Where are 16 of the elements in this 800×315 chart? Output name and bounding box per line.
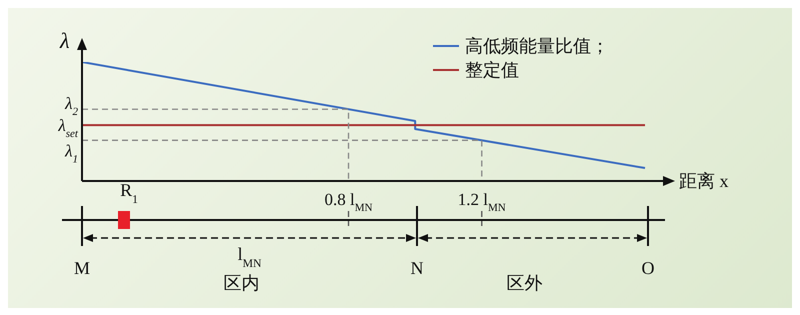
text: M (74, 258, 90, 278)
text: λ$_{2}$ (64, 94, 78, 118)
text: O (642, 258, 654, 278)
legend-label: 整定值 (465, 59, 519, 82)
text: l$_{MN}$ (238, 244, 262, 270)
x-axis-title: 距离 x (679, 171, 728, 191)
text: N (410, 258, 424, 278)
text: 区外 (506, 273, 542, 293)
text: 区内 (224, 273, 260, 293)
y-axis-title: λ (59, 28, 70, 53)
text: λ$_{set}$ (57, 116, 79, 140)
legend-label: 高低频能量比值； (465, 35, 609, 58)
x-tick-label: 0.8 l$_{MN}$ (324, 190, 373, 214)
x-tick-label: 1.2 l$_{MN}$ (458, 190, 506, 214)
annotation: R$_{1}$ (120, 180, 138, 206)
text: λ$_{1}$ (64, 141, 78, 166)
